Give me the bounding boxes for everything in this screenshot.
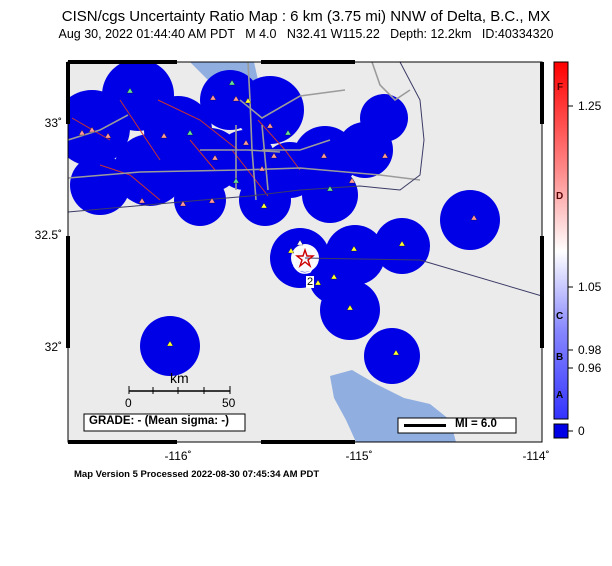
lon-label-114: -114˚ <box>522 449 550 463</box>
lat-label-33: 33˚ <box>44 116 62 130</box>
epicenter-star <box>295 247 315 269</box>
scale-right-label: 50 <box>222 396 236 410</box>
grade-box-frame <box>83 413 246 432</box>
contour-label: 2 <box>306 276 315 288</box>
grade-letter-a: A <box>556 390 564 401</box>
colorbar-tick-0-98: 0.98 <box>578 343 602 357</box>
lat-label-32: 32˚ <box>44 340 62 354</box>
scale-left-label: 0 <box>125 396 132 410</box>
event-details: Aug 30, 2022 01:44:40 AM PDT M 4.0 N32.4… <box>58 27 554 41</box>
mi-box-frame <box>397 417 517 434</box>
lon-label-116: -116˚ <box>164 449 192 463</box>
scale-bar <box>128 386 231 394</box>
stations <box>78 79 478 356</box>
mi-text: MI = 6.0 <box>455 418 497 430</box>
uncertainty-zones <box>68 62 500 384</box>
lon-label-115: -115˚ <box>345 449 373 463</box>
grade-letter-c: C <box>556 311 564 322</box>
colorbar-tick-0-96: 0.96 <box>578 361 602 375</box>
lat-label-32-5: 32.5˚ <box>34 228 62 242</box>
scale-unit: km <box>170 370 189 386</box>
map-title: CISN/cgs Uncertainty Ratio Map : 6 km (3… <box>61 8 551 25</box>
grade-letter-b: B <box>556 352 564 363</box>
frame-ticks <box>66 60 544 444</box>
colorbar-tick-0: 0 <box>578 424 585 438</box>
colorbar-tick-1-25: 1.25 <box>578 99 602 113</box>
borders <box>68 62 542 297</box>
colorbar-tick-1-05: 1.05 <box>578 280 602 294</box>
grade-letter-f: F <box>557 82 564 93</box>
contour-line <box>293 246 316 274</box>
footer-version: Map Version 5 Processed 2022-08-30 07:45… <box>74 469 320 480</box>
grade-letter-d: D <box>556 191 564 202</box>
grade-text: GRADE: - (Mean sigma: -) <box>89 415 229 427</box>
